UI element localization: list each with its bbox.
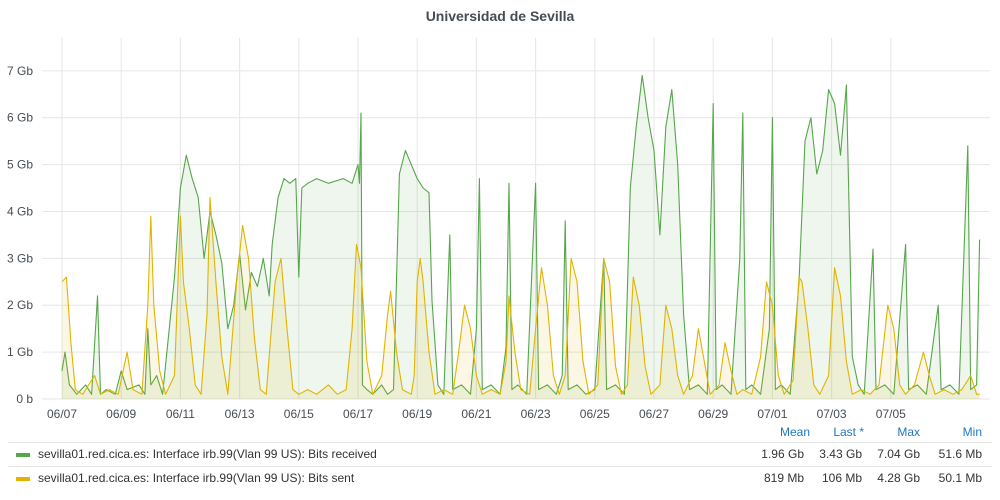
- y-axis: 0 b 1 Gb 2 Gb 3 Gb 4 Gb 5 Gb 6 Gb 7 Gb: [7, 64, 33, 406]
- legend-last-value: 3.43 Gb: [819, 447, 862, 461]
- legend-swatch-sent: [16, 477, 30, 481]
- legend-header-max[interactable]: Max: [897, 425, 920, 439]
- y-tick-label: 0 b: [16, 392, 33, 406]
- legend-last-value: 106 Mb: [821, 471, 862, 485]
- x-tick-label: 06/25: [580, 407, 610, 420]
- x-tick-label: 07/03: [817, 407, 847, 420]
- legend-series-name[interactable]: sevilla01.red.cica.es: Interface irb.99(…: [38, 447, 377, 461]
- x-tick-label: 06/17: [343, 407, 373, 420]
- x-tick-label: 06/15: [284, 407, 314, 420]
- series-line-0: [61, 74, 981, 395]
- y-tick-label: 5 Gb: [7, 158, 33, 172]
- x-tick-label: 06/23: [521, 407, 551, 420]
- y-tick-label: 7 Gb: [7, 64, 33, 78]
- legend-mean-value: 819 Mb: [763, 471, 804, 485]
- x-tick-label: 06/07: [47, 407, 77, 420]
- legend-header-min[interactable]: Min: [962, 425, 982, 439]
- legend: Mean Last * Max Min sevilla01.red.cica.e…: [8, 422, 992, 490]
- legend-max-value: 4.28 Gb: [877, 471, 920, 485]
- legend-row-sent[interactable]: sevilla01.red.cica.es: Interface irb.99(…: [8, 466, 992, 490]
- legend-mean-value: 1.96 Gb: [761, 447, 804, 461]
- y-tick-label: 4 Gb: [7, 204, 33, 218]
- x-tick-label: 06/11: [166, 407, 195, 420]
- legend-max-value: 7.04 Gb: [877, 447, 920, 461]
- x-tick-label: 06/19: [402, 407, 432, 420]
- x-tick-label: 06/09: [106, 407, 136, 420]
- series-line-1: [61, 196, 980, 395]
- legend-min-value: 51.6 Mb: [938, 447, 982, 461]
- y-tick-label: 6 Gb: [7, 111, 33, 125]
- x-axis: 06/07 06/09 06/11 06/13 06/15 06/17 06/19 06/21…: [47, 407, 906, 420]
- chart-title: Universidad de Sevilla: [425, 8, 575, 24]
- series-area-1: [62, 197, 980, 399]
- x-tick-label: 06/21: [461, 407, 491, 420]
- timeseries-chart: 0 b1 Gb2 Gb3 Gb4 Gb5 Gb6 Gb7 Gb 06/07 06/…: [7, 38, 990, 420]
- legend-header-last[interactable]: Last *: [833, 425, 864, 439]
- legend-header-mean[interactable]: Mean: [779, 425, 810, 439]
- legend-swatch-received: [16, 453, 30, 457]
- y-tick-label: 1 Gb: [7, 345, 33, 359]
- y-tick-label: 2 Gb: [7, 298, 33, 312]
- x-tick-label: 06/27: [639, 407, 669, 420]
- grid: [42, 38, 990, 400]
- legend-row-received[interactable]: sevilla01.red.cica.es: Interface irb.99(…: [8, 442, 992, 466]
- series-layer: [61, 74, 981, 399]
- legend-series-name[interactable]: sevilla01.red.cica.es: Interface irb.99(…: [38, 471, 355, 485]
- legend-min-value: 50.1 Mb: [938, 471, 982, 485]
- x-tick-label: 06/29: [698, 407, 728, 420]
- x-tick-label: 06/13: [225, 407, 255, 420]
- x-tick-label: 07/01: [757, 407, 787, 420]
- legend-header: Mean Last * Max Min: [8, 422, 992, 442]
- x-tick-label: 07/05: [876, 407, 906, 420]
- series-area-0: [62, 75, 980, 399]
- y-tick-label: 3 Gb: [7, 251, 33, 265]
